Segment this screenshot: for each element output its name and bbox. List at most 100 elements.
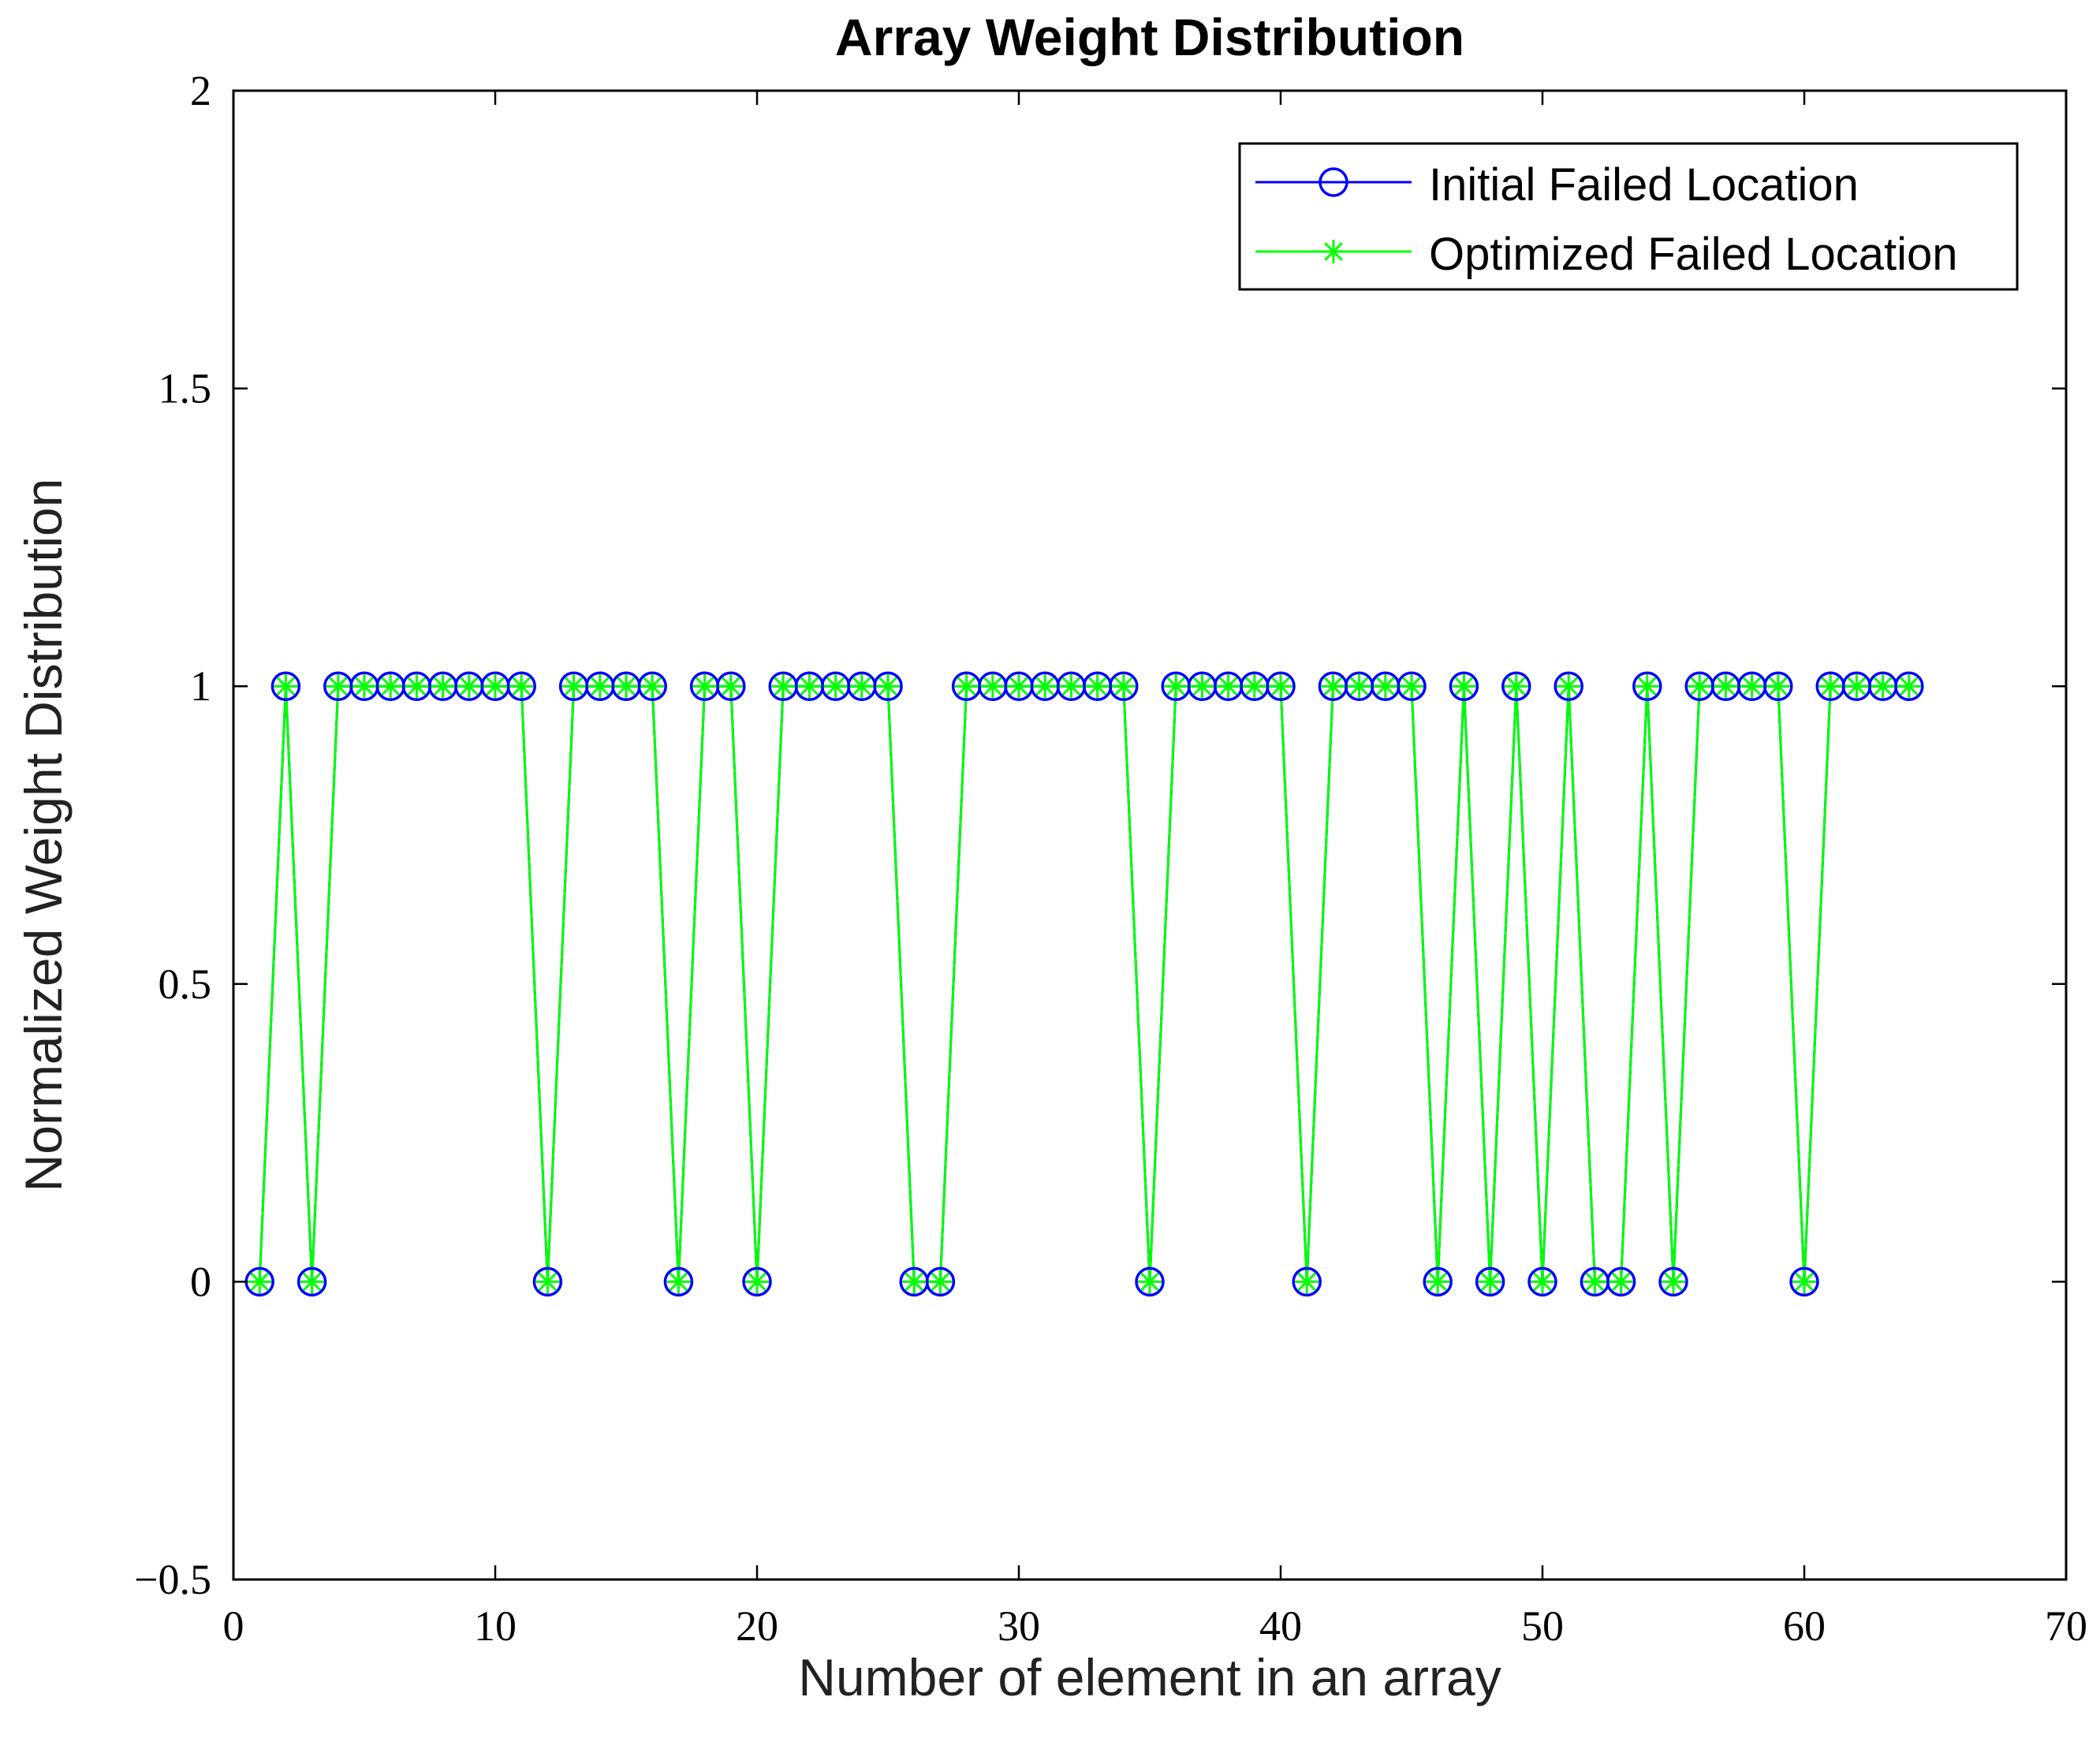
data-point-asterisk bbox=[1452, 674, 1476, 699]
legend-marker-circle bbox=[1319, 167, 1348, 197]
data-point-asterisk-stroke-d2 bbox=[564, 677, 584, 696]
data-point-asterisk-stroke-d2 bbox=[905, 1272, 924, 1292]
data-point-asterisk bbox=[300, 1270, 324, 1294]
data-point-asterisk bbox=[587, 674, 612, 699]
data-point-asterisk bbox=[640, 674, 665, 699]
data-point-circle bbox=[1554, 671, 1583, 701]
data-point-asterisk-stroke-d2 bbox=[1611, 1272, 1631, 1292]
data-point-asterisk bbox=[1740, 674, 1764, 699]
data-point-circle bbox=[1266, 671, 1296, 701]
data-point-asterisk-stroke-d2 bbox=[1113, 677, 1133, 696]
data-point-asterisk bbox=[1504, 674, 1528, 699]
chart-title: Array Weight Distribution bbox=[835, 8, 1464, 66]
data-point-asterisk bbox=[483, 674, 507, 699]
data-point-asterisk-stroke-d2 bbox=[1899, 677, 1919, 696]
axes-box bbox=[232, 89, 2068, 1581]
data-point-asterisk bbox=[797, 674, 822, 699]
data-point-asterisk-stroke-d2 bbox=[1140, 1272, 1159, 1292]
data-point-asterisk-stroke-d2 bbox=[486, 677, 505, 696]
series-layer bbox=[244, 671, 1924, 1297]
data-point-circle bbox=[1292, 1266, 1322, 1297]
data-point-asterisk-stroke-d2 bbox=[1218, 677, 1238, 696]
data-point-asterisk-stroke-d2 bbox=[748, 1272, 767, 1292]
data-point-asterisk-stroke-d2 bbox=[1271, 677, 1290, 696]
data-point-circle bbox=[1423, 1266, 1453, 1297]
data-point-asterisk-stroke-d2 bbox=[1664, 1272, 1683, 1292]
plot-area bbox=[233, 91, 2066, 1580]
data-point-circle bbox=[1763, 671, 1793, 701]
data-point-asterisk bbox=[509, 674, 534, 699]
data-point-circle bbox=[532, 1266, 563, 1297]
x-tick-label: 30 bbox=[998, 1602, 1040, 1650]
data-point-asterisk-stroke-d2 bbox=[931, 1272, 950, 1292]
data-point-asterisk bbox=[954, 674, 979, 699]
data-point-asterisk-stroke-d2 bbox=[1192, 677, 1212, 696]
data-point-asterisk bbox=[274, 674, 298, 699]
data-point-circle bbox=[1501, 671, 1531, 701]
data-point-asterisk bbox=[1714, 674, 1738, 699]
data-point-circle bbox=[1632, 671, 1662, 701]
y-tick-label: 2 bbox=[190, 67, 211, 114]
data-point-asterisk bbox=[379, 674, 403, 699]
data-point-circle bbox=[1475, 1266, 1505, 1297]
data-point-asterisk-stroke-d2 bbox=[1323, 677, 1343, 696]
data-point-asterisk bbox=[1190, 674, 1214, 699]
data-point-asterisk-stroke-d2 bbox=[381, 677, 401, 696]
data-point-asterisk bbox=[1321, 674, 1345, 699]
x-tick-label: 70 bbox=[2045, 1602, 2087, 1650]
data-point-asterisk-stroke-d2 bbox=[1428, 1272, 1448, 1292]
data-point-asterisk bbox=[248, 1270, 272, 1294]
data-point-asterisk-stroke-d2 bbox=[512, 677, 532, 696]
x-tick-label: 20 bbox=[736, 1602, 778, 1650]
tick-layer: 0 10 20 30 40 50 60 70 −0.5 0 0.5 1 1.5 2 bbox=[134, 67, 2087, 1650]
legend-marker-asterisk bbox=[1322, 240, 1345, 263]
data-point-asterisk-stroke-d2 bbox=[1244, 677, 1264, 696]
data-point-asterisk bbox=[457, 674, 481, 699]
data-point-asterisk-stroke-d2 bbox=[957, 677, 976, 696]
data-point-asterisk-stroke-d2 bbox=[1559, 677, 1579, 696]
data-point-circle bbox=[506, 671, 536, 701]
data-point-asterisk-stroke-d2 bbox=[459, 677, 479, 696]
y-tick-label: 0.5 bbox=[159, 960, 212, 1008]
data-point-circle bbox=[663, 1266, 694, 1297]
data-point-asterisk-stroke-d2 bbox=[1480, 1272, 1500, 1292]
data-point-asterisk bbox=[1111, 674, 1136, 699]
data-point-asterisk-stroke-d2 bbox=[695, 677, 714, 696]
data-point-asterisk bbox=[1400, 674, 1423, 699]
data-point-asterisk-stroke-d2 bbox=[1873, 677, 1893, 696]
data-point-asterisk bbox=[980, 674, 1005, 699]
data-point-asterisk bbox=[771, 674, 796, 699]
data-point-asterisk-stroke-d2 bbox=[800, 677, 819, 696]
legend: Initial Failed Location Optimized Failed… bbox=[1238, 142, 2019, 291]
data-point-asterisk bbox=[1216, 674, 1240, 699]
data-point-circle bbox=[1109, 671, 1139, 701]
data-point-asterisk-stroke-d2 bbox=[1506, 677, 1526, 696]
data-point-circle bbox=[873, 671, 903, 701]
data-point-asterisk-stroke-d2 bbox=[1742, 677, 1762, 696]
data-point-asterisk-stroke-d2 bbox=[1009, 677, 1028, 696]
data-point-asterisk bbox=[902, 1270, 927, 1294]
data-point-asterisk bbox=[692, 674, 717, 699]
data-point-asterisk-stroke-d2 bbox=[852, 677, 871, 696]
data-point-asterisk-stroke-d2 bbox=[1533, 1272, 1552, 1292]
x-tick-label: 60 bbox=[1783, 1602, 1826, 1650]
data-point-asterisk-stroke-d2 bbox=[1061, 677, 1081, 696]
data-point-asterisk-stroke-d2 bbox=[643, 677, 662, 696]
data-point-asterisk bbox=[718, 674, 743, 699]
data-point-asterisk-stroke-d2 bbox=[328, 677, 348, 696]
data-point-asterisk bbox=[561, 674, 586, 699]
data-point-asterisk bbox=[666, 1270, 691, 1294]
data-point-asterisk-stroke-d2 bbox=[617, 677, 636, 696]
data-point-asterisk-stroke-d2 bbox=[1349, 677, 1369, 696]
data-point-asterisk bbox=[1295, 1270, 1319, 1294]
data-point-asterisk bbox=[405, 674, 429, 699]
data-point-asterisk-stroke-d2 bbox=[1035, 677, 1055, 696]
data-point-asterisk-stroke-d2 bbox=[983, 677, 1002, 696]
data-point-asterisk bbox=[1033, 674, 1057, 699]
data-point-asterisk bbox=[928, 1270, 953, 1294]
data-point-asterisk bbox=[1007, 674, 1031, 699]
data-point-circle bbox=[1789, 1266, 1819, 1297]
data-point-asterisk bbox=[1635, 674, 1659, 699]
data-point-asterisk bbox=[1557, 674, 1581, 699]
